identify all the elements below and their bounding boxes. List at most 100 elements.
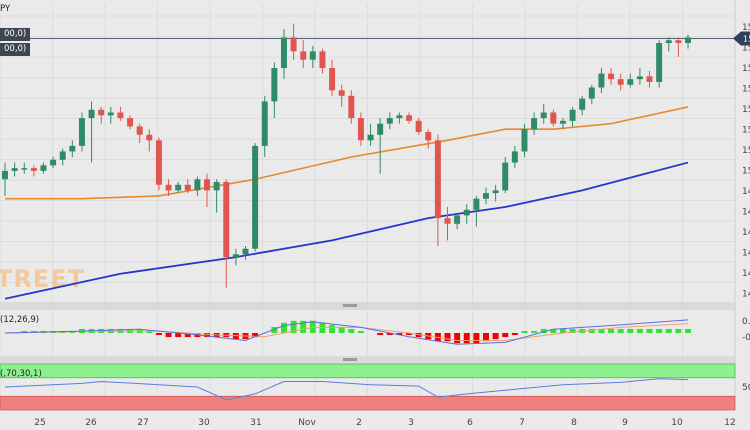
candle-body (261, 101, 268, 146)
candle-body (367, 134, 374, 141)
macd-histogram-bar (338, 326, 345, 333)
candle-body (444, 218, 451, 224)
macd-histogram-bar (175, 333, 182, 338)
candle-body (88, 109, 95, 119)
price-label-text: 15 (743, 34, 750, 43)
candle-body (425, 131, 432, 141)
price-axis-tick: 14 (742, 187, 750, 197)
macd-histogram-bar (636, 328, 643, 333)
macd-histogram-bar (271, 326, 278, 333)
macd-histogram-bar (415, 333, 422, 338)
x-axis-tick: 6 (467, 418, 473, 428)
drag-handle (343, 304, 357, 307)
price-axis-tick: 14 (742, 228, 750, 238)
candle-body (348, 95, 355, 119)
candle-body (550, 112, 557, 124)
macd-histogram-bar (617, 328, 624, 333)
candle-body (377, 123, 384, 135)
candle-body (540, 112, 547, 119)
symbol-label: PY (0, 4, 11, 14)
candle-body (685, 37, 691, 44)
candle-body (608, 73, 615, 80)
price-axis-tick: 15 (742, 23, 750, 33)
macd-histogram-bar (300, 320, 307, 333)
x-axis-tick: 12 (724, 418, 735, 428)
candle-body (511, 151, 518, 163)
candle-body (165, 184, 172, 191)
macd-histogram-bar (492, 333, 499, 340)
candle-body (78, 118, 85, 146)
macd-histogram-bar (531, 330, 538, 333)
candle-body (521, 129, 528, 152)
macd-histogram-bar (665, 328, 672, 333)
candle-body (69, 145, 76, 152)
candle-body (627, 79, 634, 85)
candle-body (492, 190, 499, 194)
macd-histogram-bar (502, 333, 509, 338)
macd-histogram-bar (146, 330, 153, 333)
macd-histogram-bar (521, 330, 528, 333)
price-axis-tick: 14 (742, 290, 750, 300)
macd-histogram-bar (165, 333, 172, 338)
macd-histogram-bar (155, 333, 162, 336)
candle-body (271, 68, 278, 102)
candle-body (675, 40, 682, 44)
candle-body (473, 198, 480, 210)
candle-body (406, 115, 413, 121)
price-label-marker (733, 31, 750, 46)
candle-body (588, 87, 595, 99)
macd-histogram-bar (559, 328, 566, 333)
candle-body (204, 179, 210, 191)
candle-body (11, 168, 18, 171)
macd-histogram-bar (348, 328, 355, 333)
rsi-oversold-zone (0, 395, 736, 411)
x-axis-tick: 25 (34, 418, 45, 428)
candle-body (127, 118, 134, 127)
ma-tag-1: 00,0) (0, 28, 31, 41)
price-axis-tick: 15 (742, 85, 750, 95)
candle-body (434, 140, 441, 219)
macd-histogram-bar (627, 328, 634, 333)
macd-histogram-bar (598, 328, 605, 333)
macd-histogram-bar (550, 328, 557, 333)
rsi-axis-tick: 50 (742, 383, 750, 393)
macd-line (4, 319, 689, 345)
candle-body (50, 159, 57, 166)
candle-body (665, 40, 672, 44)
candle-body (213, 182, 220, 191)
candle-body (463, 209, 470, 216)
macd-histogram-bar (377, 333, 384, 336)
price-axis-tick: 15 (742, 146, 750, 156)
x-axis-tick: 26 (85, 418, 97, 428)
candle-body (155, 140, 162, 185)
candle-body (242, 248, 249, 255)
x-axis-tick: 3 (408, 418, 414, 428)
candle-body (579, 98, 586, 110)
macd-histogram-bar (685, 328, 691, 333)
x-axis-tick: 8 (571, 418, 577, 428)
sma-orange-line (5, 106, 689, 200)
macd-histogram-bar (309, 320, 316, 333)
rsi-overbought-zone (0, 363, 736, 379)
candle-body (559, 120, 566, 124)
candle-body (531, 118, 538, 130)
macd-histogram-bar (184, 333, 191, 338)
candle-body (175, 184, 182, 191)
macd-histogram-bar (608, 328, 615, 333)
price-axis-tick: 15 (742, 64, 750, 74)
candle-body (386, 118, 393, 124)
candle-body (646, 76, 653, 82)
candle-body (357, 118, 364, 141)
watermark-text: TREET (0, 265, 85, 293)
candle-body (146, 134, 153, 141)
candle-body (107, 112, 114, 116)
macd-histogram-bar (569, 328, 576, 333)
sma-blue-line (4, 161, 689, 300)
candle-body (98, 109, 105, 116)
price-axis-tick: 15 (742, 44, 750, 54)
candle-body (2, 170, 8, 180)
candle-body (415, 120, 422, 132)
macd-histogram-bar (511, 333, 518, 336)
candle-body (656, 43, 663, 82)
